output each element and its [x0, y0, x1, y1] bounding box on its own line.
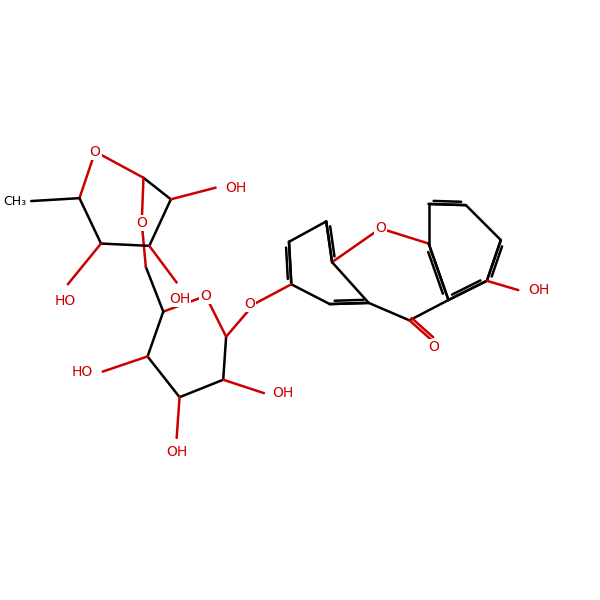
Text: O: O — [136, 215, 147, 230]
Text: O: O — [200, 289, 211, 303]
Text: O: O — [90, 145, 101, 158]
Text: OH: OH — [528, 283, 549, 297]
Text: O: O — [375, 221, 386, 235]
Text: HO: HO — [72, 365, 93, 379]
Text: CH₃: CH₃ — [4, 194, 26, 208]
Text: OH: OH — [226, 181, 247, 194]
Text: OH: OH — [169, 292, 190, 306]
Text: OH: OH — [272, 386, 293, 400]
Text: OH: OH — [166, 445, 187, 460]
Text: O: O — [428, 340, 439, 353]
Text: O: O — [244, 297, 255, 311]
Text: HO: HO — [54, 293, 76, 308]
